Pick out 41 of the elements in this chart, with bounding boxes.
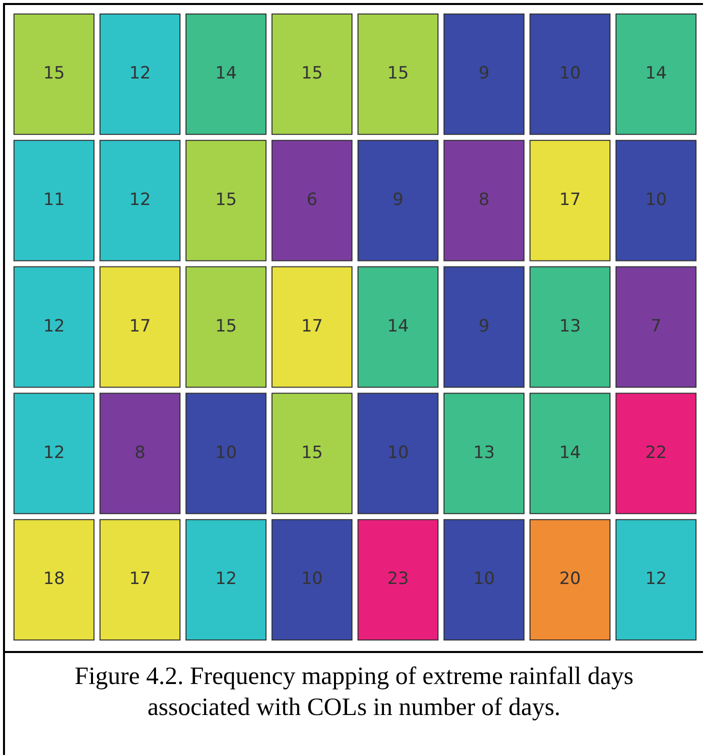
data-label: 10 [473, 569, 495, 590]
data-label: 12 [645, 569, 667, 590]
data-label: 7 [650, 316, 662, 336]
data-label: 9 [478, 316, 490, 336]
data-label: 10 [559, 64, 581, 84]
caption: Figure 4.2. Frequency mapping of extreme rainfall days associated with COLs in number of days. [74, 662, 634, 723]
data-label: 15 [215, 316, 237, 336]
data-label: 10 [215, 442, 237, 463]
data-label: 11 [43, 190, 65, 210]
data-label: 14 [215, 64, 237, 84]
data-label: 6 [306, 190, 318, 210]
data-label: 9 [478, 64, 490, 84]
data-label: 9 [392, 190, 404, 210]
data-label: 12 [129, 64, 151, 84]
data-label: 10 [387, 442, 409, 463]
data-label: 17 [301, 316, 323, 336]
data-label: 17 [559, 190, 581, 210]
data-label: 10 [301, 569, 323, 590]
data-label: 15 [215, 190, 237, 210]
data-label: 13 [559, 316, 581, 336]
data-label: 8 [478, 190, 490, 210]
data-label: 17 [129, 569, 151, 590]
data-label: 15 [301, 442, 323, 463]
data-label: 18 [43, 569, 65, 590]
data-label: 20 [559, 569, 581, 590]
data-label: 12 [43, 442, 65, 463]
data-label: 8 [134, 442, 146, 463]
data-label: 15 [387, 64, 409, 84]
data-label: 14 [387, 316, 409, 336]
data-label: 10 [645, 190, 667, 210]
data-label: 23 [387, 569, 409, 590]
data-label: 12 [43, 316, 65, 336]
data-label: 12 [129, 190, 151, 210]
data-label: 15 [43, 64, 65, 84]
data-label: 22 [645, 442, 667, 463]
data-label: 13 [473, 442, 495, 463]
data-label: 17 [129, 316, 151, 336]
data-label: 14 [559, 442, 581, 463]
data-label: 12 [215, 569, 237, 590]
data-label: 15 [301, 64, 323, 84]
data-label: 14 [645, 64, 667, 84]
